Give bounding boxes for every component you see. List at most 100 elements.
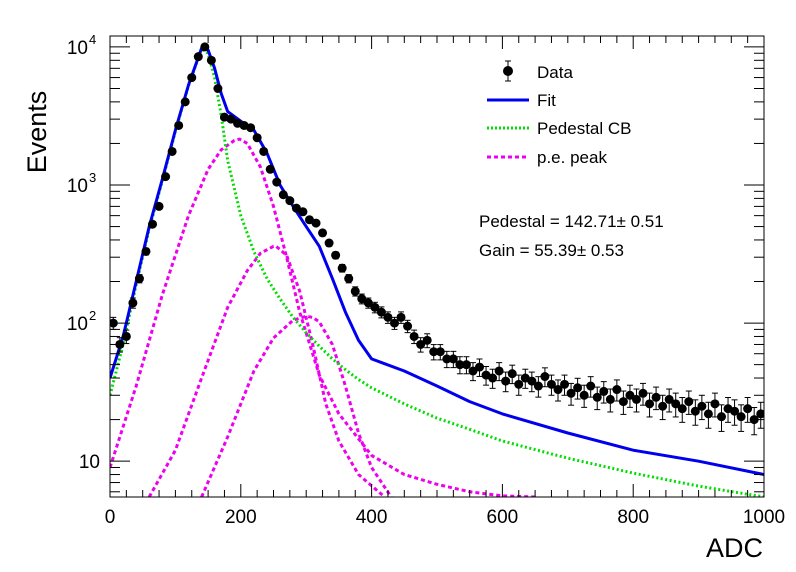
data-marker bbox=[586, 381, 596, 391]
data-marker bbox=[625, 390, 635, 400]
data-point bbox=[174, 120, 184, 130]
data-marker bbox=[475, 362, 485, 372]
data-point bbox=[376, 306, 386, 319]
data-point bbox=[579, 384, 589, 408]
data-marker bbox=[259, 146, 269, 156]
data-point bbox=[331, 250, 341, 260]
data-marker bbox=[206, 55, 216, 65]
data-marker bbox=[671, 399, 681, 409]
data-point bbox=[677, 397, 687, 423]
data-point bbox=[291, 203, 301, 213]
data-point bbox=[141, 246, 151, 256]
data-marker bbox=[664, 394, 674, 404]
data-marker bbox=[252, 133, 262, 143]
data-marker bbox=[409, 331, 419, 341]
x-axis-label: ADC bbox=[706, 533, 763, 563]
data-point bbox=[468, 362, 478, 382]
data-marker bbox=[154, 201, 164, 211]
data-point bbox=[455, 356, 465, 375]
data-point bbox=[560, 374, 570, 396]
series-p-e-peak-3 bbox=[200, 314, 393, 497]
x-tick-label: 200 bbox=[225, 507, 257, 528]
data-point bbox=[546, 374, 556, 396]
data-point bbox=[429, 344, 439, 361]
data-marker bbox=[435, 347, 445, 357]
legend-label-pedestal: Pedestal CB bbox=[537, 119, 632, 138]
data-point bbox=[344, 274, 354, 284]
data-point bbox=[599, 381, 609, 404]
data-marker bbox=[318, 228, 328, 238]
data-point bbox=[592, 386, 602, 411]
data-point bbox=[416, 337, 426, 353]
series-p-e-peak-1 bbox=[110, 137, 536, 497]
data-point bbox=[128, 297, 138, 309]
data-marker bbox=[618, 397, 628, 407]
data-marker bbox=[730, 406, 740, 416]
data-marker bbox=[141, 246, 151, 256]
data-point bbox=[494, 362, 504, 382]
data-point bbox=[389, 316, 399, 330]
data-point bbox=[357, 293, 367, 305]
y-tick-exponent: 3 bbox=[89, 170, 96, 185]
data-marker bbox=[553, 385, 563, 395]
annotation-pedestal: Pedestal = 142.71± 0.51 bbox=[479, 212, 664, 231]
data-marker bbox=[658, 401, 668, 411]
data-marker bbox=[488, 373, 498, 383]
data-marker bbox=[246, 123, 256, 133]
data-marker bbox=[560, 379, 570, 389]
data-point bbox=[736, 404, 746, 432]
data-marker bbox=[148, 219, 158, 229]
data-marker bbox=[494, 366, 504, 376]
data-point bbox=[553, 379, 563, 402]
legend-label-data: Data bbox=[537, 63, 573, 82]
data-marker bbox=[605, 394, 615, 404]
data-point bbox=[161, 172, 171, 182]
legend: Data Fit Pedestal CB p.e. peak bbox=[487, 60, 632, 167]
data-marker bbox=[324, 238, 334, 248]
data-point bbox=[527, 371, 537, 393]
data-point bbox=[252, 133, 262, 143]
data-point bbox=[422, 333, 432, 349]
data-point bbox=[586, 376, 596, 398]
data-marker bbox=[540, 372, 550, 382]
x-tick-label: 600 bbox=[487, 507, 519, 528]
data-marker bbox=[200, 42, 210, 52]
data-point bbox=[206, 55, 216, 65]
data-marker bbox=[272, 177, 282, 187]
data-marker bbox=[337, 263, 347, 273]
data-point bbox=[658, 394, 668, 421]
data-point bbox=[533, 376, 543, 398]
data-point bbox=[318, 228, 328, 238]
legend-data-marker bbox=[503, 60, 513, 82]
data-marker bbox=[507, 369, 517, 379]
data-point bbox=[488, 368, 498, 389]
data-point bbox=[690, 399, 700, 426]
data-point bbox=[396, 311, 406, 324]
data-marker bbox=[599, 386, 609, 396]
data-marker bbox=[573, 383, 583, 393]
data-marker bbox=[612, 385, 622, 395]
data-marker bbox=[403, 321, 413, 331]
x-tick-label: 400 bbox=[356, 507, 388, 528]
data-marker bbox=[193, 52, 203, 62]
data-point bbox=[370, 301, 380, 314]
data-marker bbox=[213, 83, 223, 93]
data-point bbox=[187, 73, 197, 83]
data-marker bbox=[416, 339, 426, 349]
data-point bbox=[278, 190, 288, 200]
data-point bbox=[638, 382, 648, 406]
data-marker bbox=[651, 392, 661, 402]
data-point bbox=[501, 371, 511, 393]
data-marker bbox=[278, 190, 288, 200]
data-point bbox=[193, 52, 203, 62]
data-marker bbox=[703, 409, 713, 419]
data-point bbox=[697, 394, 707, 421]
data-point bbox=[507, 364, 517, 385]
legend-label-pe: p.e. peak bbox=[537, 148, 607, 167]
data-marker bbox=[697, 401, 707, 411]
data-point bbox=[383, 311, 393, 324]
data-marker bbox=[265, 164, 275, 174]
data-point bbox=[154, 201, 164, 211]
data-point bbox=[285, 196, 295, 206]
